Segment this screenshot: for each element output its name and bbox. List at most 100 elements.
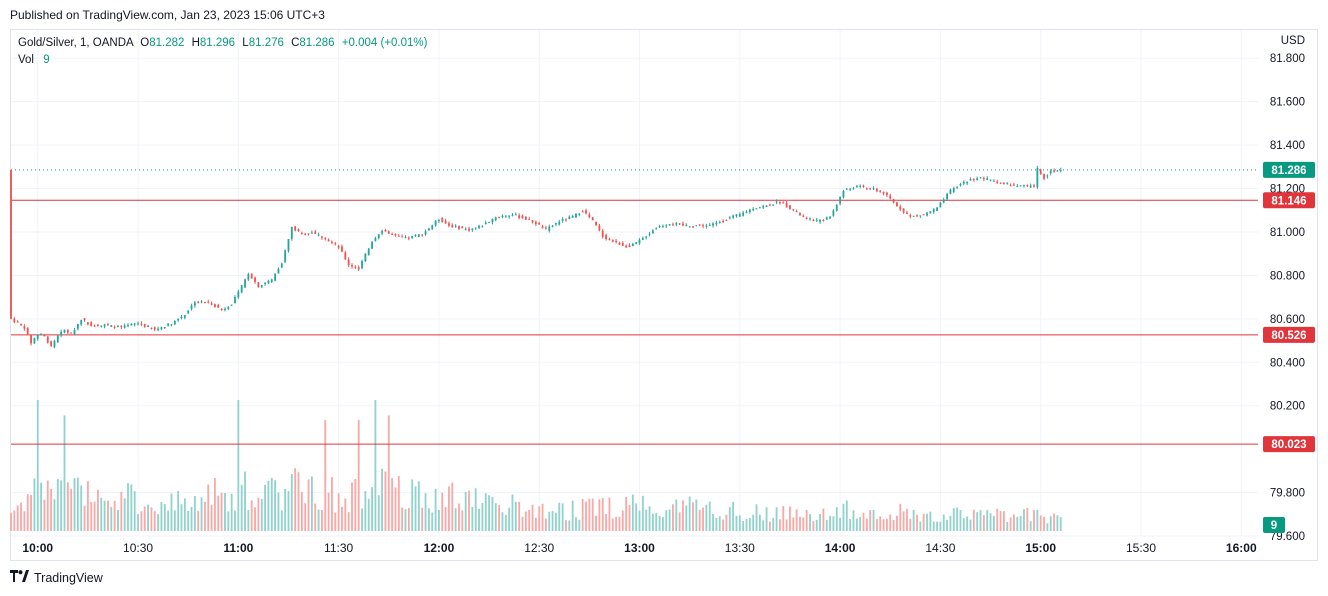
candle-body bbox=[337, 245, 340, 248]
volume-bar bbox=[257, 497, 260, 531]
tradingview-footer[interactable]: TradingView bbox=[10, 570, 103, 585]
volume-bar bbox=[565, 520, 567, 531]
candle-body bbox=[952, 188, 955, 192]
volume-bar bbox=[254, 507, 256, 531]
candle-body bbox=[765, 205, 768, 207]
candle-body bbox=[117, 326, 119, 328]
candle-body bbox=[565, 219, 567, 221]
candle-body bbox=[488, 221, 490, 223]
candle-body bbox=[140, 323, 143, 325]
candle-body bbox=[424, 231, 427, 235]
candle-body bbox=[939, 202, 942, 208]
volume-bar bbox=[320, 509, 323, 531]
close-label: C bbox=[291, 37, 300, 49]
volume-bar bbox=[705, 504, 708, 531]
x-tick-label: 12:00 bbox=[424, 541, 455, 555]
volume-bar bbox=[481, 503, 484, 531]
volume-bar bbox=[1036, 509, 1039, 531]
candle-body bbox=[855, 185, 858, 188]
candle-body bbox=[244, 279, 246, 288]
volume-bar bbox=[889, 514, 892, 531]
volume-bar bbox=[300, 491, 303, 531]
candle-body bbox=[678, 223, 681, 225]
candle-body bbox=[979, 177, 982, 179]
candle-body bbox=[511, 214, 514, 216]
volume-bar bbox=[625, 496, 628, 531]
candle-body bbox=[70, 332, 73, 334]
volume-bar bbox=[946, 519, 949, 531]
volume-bar bbox=[755, 504, 758, 531]
volume-bar bbox=[10, 512, 12, 531]
volume-bar bbox=[1043, 516, 1045, 531]
volume-bar bbox=[13, 510, 16, 531]
volume-bar bbox=[417, 481, 420, 531]
volume-bar bbox=[180, 504, 183, 531]
volume-bar bbox=[1049, 516, 1052, 531]
candle-body bbox=[1019, 185, 1022, 187]
volume-bar bbox=[571, 500, 574, 531]
volume-bar bbox=[712, 513, 714, 531]
candle-body bbox=[277, 268, 280, 274]
volume-bar bbox=[424, 493, 427, 531]
volume-bar bbox=[885, 518, 888, 531]
volume-bar bbox=[73, 478, 76, 531]
candle-body bbox=[688, 226, 691, 228]
volume-bar bbox=[581, 498, 584, 531]
volume-bar bbox=[274, 480, 277, 531]
volume-bar bbox=[227, 511, 230, 531]
symbol-label[interactable]: Gold/Silver, 1, OANDA bbox=[18, 37, 134, 49]
volume-bar bbox=[207, 484, 210, 531]
candle-body bbox=[692, 226, 694, 228]
volume-bar bbox=[758, 514, 761, 531]
candle-body bbox=[107, 324, 109, 326]
volume-bar bbox=[30, 494, 32, 531]
volume-bar bbox=[120, 491, 123, 531]
candle-body bbox=[224, 308, 226, 310]
candle-body bbox=[799, 212, 801, 215]
volume-bar bbox=[86, 481, 89, 531]
candle-body bbox=[464, 228, 467, 230]
y-tick-label: 81.600 bbox=[1270, 97, 1305, 109]
volume-bar bbox=[675, 499, 678, 531]
volume-bar bbox=[130, 484, 133, 531]
volume-bar bbox=[956, 507, 959, 531]
candle-body bbox=[484, 222, 487, 225]
candle-body bbox=[989, 179, 992, 181]
level-badge-text: 80.526 bbox=[1271, 330, 1306, 342]
candle-body bbox=[1003, 182, 1005, 184]
candle-body bbox=[638, 239, 641, 244]
x-tick-label: 14:00 bbox=[825, 541, 856, 555]
volume-bar bbox=[792, 517, 795, 531]
candle-body bbox=[287, 239, 290, 251]
volume-bar bbox=[307, 479, 310, 531]
volume-bar bbox=[364, 491, 367, 531]
volume-bar bbox=[40, 482, 43, 531]
candle-body bbox=[768, 204, 771, 206]
candle-body bbox=[294, 226, 297, 231]
volume-bar bbox=[1029, 521, 1032, 531]
volume-bar bbox=[377, 495, 380, 531]
volume-bar bbox=[879, 516, 882, 531]
candle-body bbox=[859, 185, 862, 187]
candle-body bbox=[150, 327, 153, 329]
volume-bar bbox=[996, 508, 999, 531]
volume-value: 9 bbox=[43, 54, 50, 66]
candle-body bbox=[982, 178, 985, 180]
candle-body bbox=[976, 178, 979, 180]
volume-bar bbox=[70, 488, 73, 531]
candle-body bbox=[544, 227, 547, 229]
candle-body bbox=[357, 267, 360, 270]
volume-bar bbox=[183, 498, 186, 531]
volume-bar bbox=[1013, 514, 1015, 531]
volume-bar bbox=[217, 495, 220, 531]
candle-body bbox=[137, 323, 139, 325]
volume-label[interactable]: Vol bbox=[18, 54, 34, 66]
candle-body bbox=[197, 301, 200, 303]
candle-body bbox=[758, 207, 761, 209]
candle-body bbox=[86, 322, 89, 325]
candle-body bbox=[344, 252, 347, 260]
candle-body bbox=[36, 334, 39, 339]
candle-body bbox=[133, 323, 136, 325]
volume-bar bbox=[849, 519, 852, 531]
